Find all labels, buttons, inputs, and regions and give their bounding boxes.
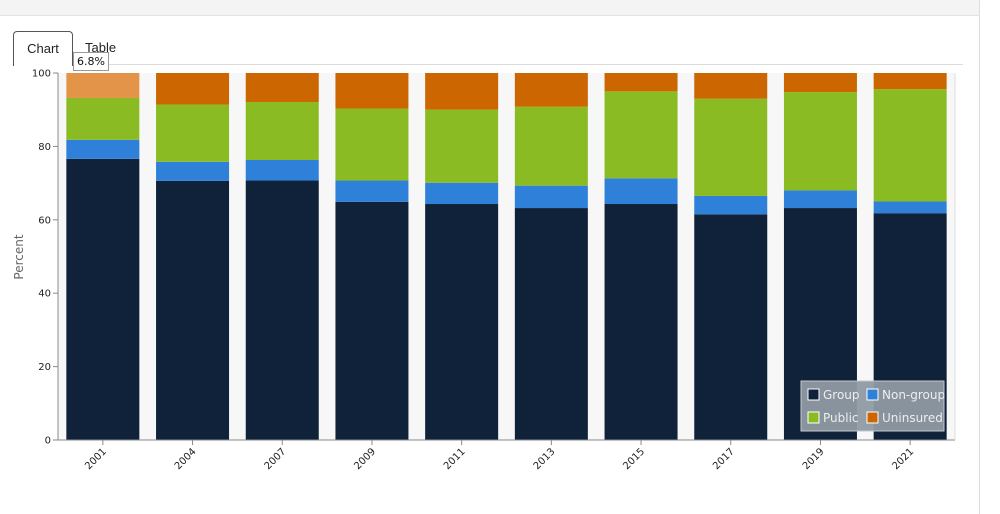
bar-non-group-2009[interactable] <box>335 180 409 202</box>
bar-uninsured-2013[interactable] <box>514 73 588 107</box>
x-tick-label-2004: 2004 <box>173 446 199 472</box>
bar-group-2009[interactable] <box>335 201 409 440</box>
tab-chart[interactable]: Chart <box>13 31 73 66</box>
y-tick-label-20: 20 <box>38 362 51 373</box>
bar-uninsured-2007[interactable] <box>245 73 319 102</box>
bar-non-group-2001[interactable] <box>66 139 140 159</box>
legend-swatch-uninsured <box>866 411 879 424</box>
bar-public-2004[interactable] <box>156 104 230 162</box>
bar-non-group-2015[interactable] <box>604 178 678 205</box>
page-right-border <box>979 0 980 514</box>
tab-underline <box>13 64 963 65</box>
legend-label-non-group[interactable]: Non-group <box>882 388 945 402</box>
bar-non-group-2013[interactable] <box>514 185 588 209</box>
legend: Group Non-group Public Uninsured <box>800 380 945 432</box>
x-tick-label-2001: 2001 <box>83 446 109 472</box>
x-tick-label-2013: 2013 <box>532 446 558 472</box>
bar-public-2011[interactable] <box>425 109 499 183</box>
legend-swatch-group <box>807 388 820 401</box>
view-tabs: Chart Table <box>13 31 963 66</box>
bar-uninsured-2019[interactable] <box>783 73 857 93</box>
x-tick-label-2009: 2009 <box>352 446 378 472</box>
x-tick-label-2021: 2021 <box>890 446 916 472</box>
x-tick-label-2019: 2019 <box>801 446 827 472</box>
x-tick-label-2015: 2015 <box>621 446 647 472</box>
bar-public-2019[interactable] <box>783 92 857 191</box>
bar-uninsured-2001[interactable] <box>66 73 140 98</box>
legend-swatch-non-group <box>866 388 879 401</box>
bar-group-2004[interactable] <box>156 180 230 440</box>
legend-label-public[interactable]: Public <box>823 411 859 425</box>
bar-public-2015[interactable] <box>604 91 678 179</box>
bar-non-group-2017[interactable] <box>694 195 768 215</box>
top-strip <box>0 0 980 16</box>
bar-group-2017[interactable] <box>694 214 768 440</box>
bar-public-2001[interactable] <box>66 97 140 140</box>
bar-non-group-2021[interactable] <box>873 201 947 214</box>
bar-non-group-2004[interactable] <box>156 161 230 181</box>
bar-public-2009[interactable] <box>335 108 409 181</box>
bar-non-group-2019[interactable] <box>783 190 857 209</box>
bar-public-2017[interactable] <box>694 98 768 196</box>
y-tick-label-40: 40 <box>38 289 51 300</box>
y-tick-label-60: 60 <box>38 215 51 226</box>
value-tooltip: 6.8% <box>73 52 109 71</box>
bar-group-2015[interactable] <box>604 204 678 440</box>
y-tick-label-80: 80 <box>38 142 51 153</box>
bar-uninsured-2009[interactable] <box>335 73 409 109</box>
bar-group-2011[interactable] <box>425 204 499 440</box>
bar-uninsured-2015[interactable] <box>604 73 678 92</box>
bar-public-2013[interactable] <box>514 106 588 186</box>
bar-group-2001[interactable] <box>66 158 140 440</box>
x-tick-label-2011: 2011 <box>442 446 468 472</box>
legend-label-uninsured[interactable]: Uninsured <box>882 411 943 425</box>
bar-non-group-2007[interactable] <box>245 159 319 181</box>
y-tick-label-100: 100 <box>32 69 51 80</box>
bar-group-2013[interactable] <box>514 208 588 440</box>
y-tick-label-0: 0 <box>45 436 51 447</box>
legend-label-group[interactable]: Group <box>823 388 860 402</box>
bar-uninsured-2011[interactable] <box>425 73 499 110</box>
bar-group-2007[interactable] <box>245 180 319 440</box>
bar-uninsured-2004[interactable] <box>156 73 230 105</box>
bar-non-group-2011[interactable] <box>425 182 499 205</box>
bar-uninsured-2021[interactable] <box>873 73 947 90</box>
tab-table[interactable]: Table <box>85 40 117 55</box>
y-axis-title: Percent <box>12 234 26 279</box>
bars-layer <box>66 73 947 440</box>
bar-uninsured-2017[interactable] <box>694 73 768 99</box>
bar-public-2007[interactable] <box>245 101 319 160</box>
legend-swatch-public <box>807 411 820 424</box>
x-tick-label-2017: 2017 <box>711 446 737 472</box>
bar-public-2021[interactable] <box>873 89 947 202</box>
x-tick-label-2007: 2007 <box>263 446 289 472</box>
